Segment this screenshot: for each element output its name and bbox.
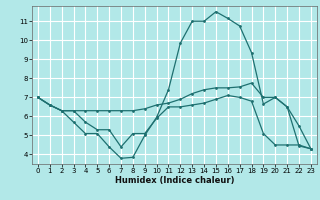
X-axis label: Humidex (Indice chaleur): Humidex (Indice chaleur) <box>115 176 234 185</box>
